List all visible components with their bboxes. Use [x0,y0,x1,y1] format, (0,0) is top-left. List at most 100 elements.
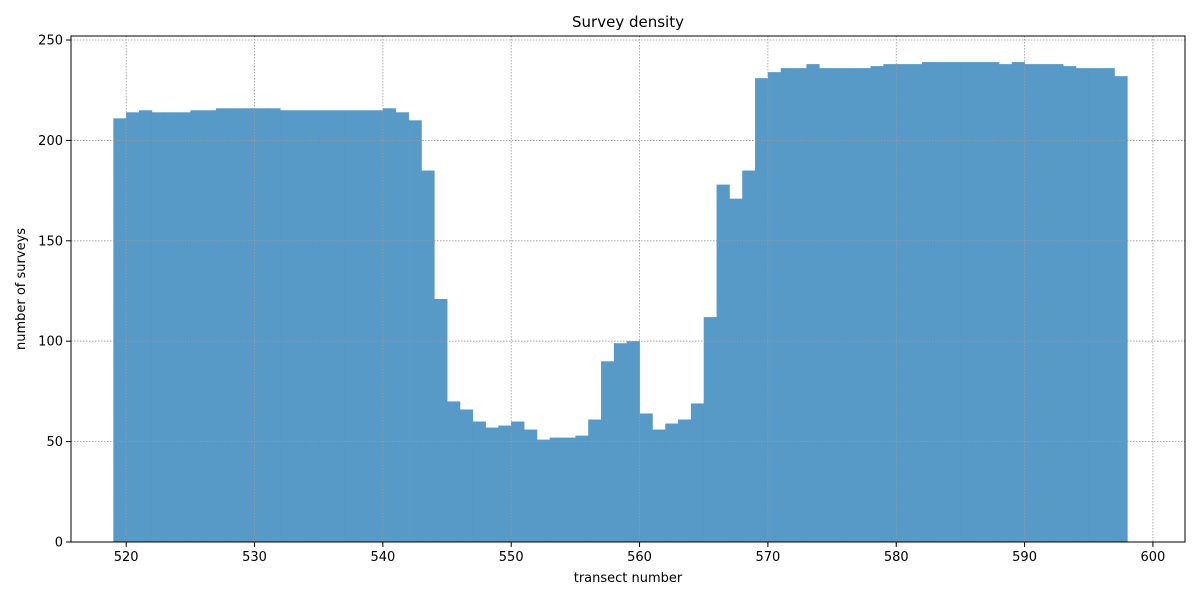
histogram-bar [934,62,948,542]
histogram-bar [395,112,409,543]
histogram-bar [228,108,243,542]
histogram-bar [331,110,345,542]
x-axis-ticks: 520 530 540 550 560 570 580 590 600 [114,542,1166,565]
histogram-bar [267,108,281,542]
histogram-bar [1088,68,1102,542]
y-tick-label: 100 [38,335,63,350]
histogram-bar [665,423,679,542]
histogram-bar [203,110,217,542]
y-axis-ticks: 0 50 100 150 200 250 [38,34,71,551]
histogram-bar [459,409,474,542]
x-axis-label: transect number [574,571,683,586]
histogram-bar [960,62,974,542]
histogram-bar [819,68,833,542]
histogram-bar [318,110,332,542]
histogram-bar [588,419,602,542]
histogram-bar [177,112,191,543]
histogram-bar [447,401,461,542]
histogram-bar [164,112,178,543]
x-tick-label: 590 [1012,550,1037,565]
y-tick-label: 150 [38,234,63,249]
histogram-bar [947,62,961,542]
histogram-bar [652,429,666,542]
histogram-bar [549,437,563,542]
x-tick-label: 600 [1141,550,1166,565]
histogram-bar [998,64,1013,543]
histogram-bar [896,64,910,543]
histogram-bar [678,419,692,542]
histogram-bar [703,317,717,542]
histogram-bar [857,68,871,542]
chart-title: Survey density [572,13,684,31]
histogram-bar [742,170,756,542]
histogram-bar [511,421,525,542]
histogram-bar [370,110,384,542]
histogram-bar [921,62,936,542]
x-tick-label: 550 [499,550,524,565]
histogram-bar [639,413,653,542]
y-axis-label: number of surveys [14,228,29,350]
histogram-bar [305,110,320,542]
histogram-bar [357,110,371,542]
histogram-bar [382,108,397,542]
histogram-bar [485,427,499,542]
histogram-bar [780,68,794,542]
y-tick-label: 200 [38,134,63,149]
histogram-bar [126,112,140,543]
histogram-bar [1063,66,1077,543]
histogram-bar [844,68,859,542]
histogram-bar [1024,64,1038,543]
histogram-bar [113,118,127,542]
x-tick-label: 580 [884,550,909,565]
x-tick-label: 560 [627,550,652,565]
histogram-bar [767,72,782,542]
histogram-bar [151,112,166,543]
histogram-bar [280,110,294,542]
histogram-bar [755,78,769,543]
histogram-bar [562,437,576,542]
histogram-bar [909,64,923,543]
x-tick-label: 540 [370,550,395,565]
histogram-bar [216,108,230,542]
x-tick-label: 530 [242,550,267,565]
histogram-bar [716,184,730,542]
histogram-bar [1114,76,1128,542]
histogram-bar [293,110,307,542]
histogram-bar [524,429,538,542]
histogram-bar [421,170,435,542]
histogram-bar [613,343,628,542]
histogram-bar [1050,64,1064,543]
histogram-bar [973,62,987,542]
y-tick-label: 250 [38,34,63,49]
y-tick-label: 0 [55,536,63,551]
bars-group [113,62,1128,543]
histogram-bar [1011,62,1025,542]
histogram-bar [690,403,705,542]
plot-frame [70,35,1186,543]
histogram-bar [241,108,255,542]
histogram-bar [986,62,1000,542]
y-tick-label: 50 [46,435,63,450]
histogram-bar [601,361,615,542]
histogram-bar [793,68,807,542]
histogram-bar [472,421,486,542]
histogram-bar [434,299,448,542]
x-tick-label: 520 [114,550,139,565]
histogram-bar [806,64,820,543]
histogram-bar [408,120,422,542]
histogram-bar [870,66,884,543]
histogram-bar [190,110,204,542]
histogram-bar [344,110,358,542]
histogram-bar [1075,68,1090,542]
histogram-bar [575,435,589,542]
histogram-bar [536,439,551,542]
histogram-bar [729,198,743,542]
histogram-bar [832,68,846,542]
histogram-bar [254,108,268,542]
histogram-bar [1101,68,1115,542]
x-tick-label: 570 [755,550,780,565]
histogram-bar [139,110,153,542]
histogram-bar [498,425,512,542]
